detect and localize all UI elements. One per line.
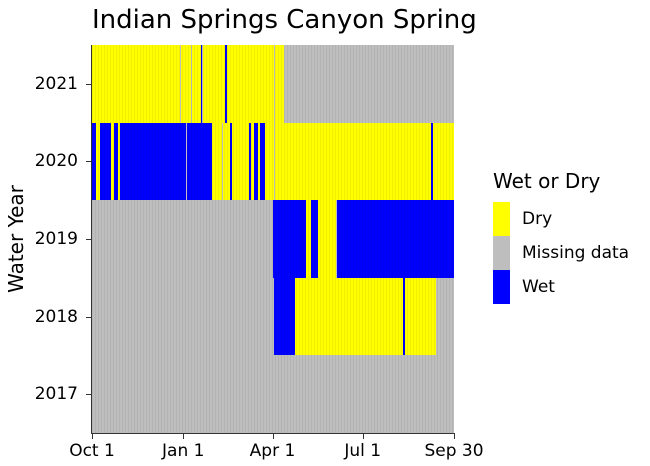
segment-dry	[212, 122, 222, 201]
row-2020	[92, 122, 454, 201]
legend-label-missing: Missing data	[522, 243, 630, 263]
segment-wet	[431, 122, 434, 201]
segment-dry	[231, 122, 249, 201]
plot-area	[92, 45, 454, 433]
segment-dry	[181, 45, 192, 123]
segment-missing-data	[202, 45, 204, 123]
row-2021	[92, 45, 454, 123]
legend-swatch-missing	[493, 236, 510, 270]
x-tick-mark	[92, 434, 93, 439]
segment-missing-data	[284, 45, 454, 123]
segment-dry	[92, 45, 181, 123]
segment-wet	[119, 122, 187, 201]
segment-wet	[273, 200, 307, 278]
segment-dry	[275, 122, 432, 201]
segment-missing-data	[274, 122, 276, 201]
segment-dry	[318, 200, 336, 278]
y-tick-mark	[86, 239, 91, 240]
segment-wet	[259, 122, 265, 201]
segment-wet	[99, 122, 111, 201]
segment-missing-data	[92, 277, 275, 356]
segment-wet	[248, 122, 251, 201]
x-tick-mark	[454, 434, 455, 439]
x-tick-label: Oct 1	[69, 441, 115, 461]
legend-swatch-dry	[493, 202, 510, 236]
x-tick-label: Apr 1	[249, 441, 296, 461]
segment-missing-data	[180, 45, 182, 123]
x-tick-label: Jul 1	[344, 441, 382, 461]
legend-item-missing: Missing data	[493, 236, 629, 270]
y-tick-label: 2017	[34, 384, 78, 405]
segment-missing-data	[92, 355, 454, 433]
segment-wet	[187, 122, 212, 201]
segment-missing-data	[191, 45, 193, 123]
row-2017	[92, 355, 454, 433]
segment-missing-data	[221, 122, 223, 201]
legend-label-dry: Dry	[522, 209, 553, 229]
x-tick-label: Jan 1	[162, 441, 205, 461]
segment-dry	[405, 277, 437, 356]
y-tick-label: 2020	[34, 151, 78, 172]
x-tick-mark	[363, 434, 364, 439]
segment-wet	[253, 122, 258, 201]
legend-item-dry: Dry	[493, 202, 629, 236]
y-tick-mark	[86, 161, 91, 162]
segment-wet	[201, 45, 203, 123]
y-tick-mark	[86, 317, 91, 318]
segment-wet	[311, 200, 319, 278]
segment-missing-data	[92, 200, 274, 278]
y-tick-label: 2021	[34, 73, 78, 94]
segment-wet	[274, 277, 296, 356]
legend-title: Wet or Dry	[493, 169, 601, 193]
segment-dry	[275, 45, 285, 123]
segment-missing-data	[335, 200, 337, 278]
segment-dry	[306, 200, 312, 278]
y-axis-title: Water Year	[4, 185, 28, 293]
y-tick-mark	[86, 394, 91, 395]
chart-title: Indian Springs Canyon Spring	[92, 5, 477, 35]
segment-dry	[192, 45, 202, 123]
x-tick-label: Sep 30	[424, 441, 484, 461]
row-2019	[92, 200, 454, 278]
segment-wet	[336, 200, 454, 278]
segment-dry	[95, 122, 100, 201]
x-tick-mark	[183, 434, 184, 439]
segment-dry	[250, 122, 254, 201]
segment-missing-data	[186, 122, 188, 201]
segment-wet	[403, 277, 406, 356]
y-tick-mark	[86, 84, 91, 85]
y-axis-line	[91, 45, 92, 434]
segment-dry	[110, 122, 114, 201]
segment-dry	[433, 122, 454, 201]
segment-dry	[117, 122, 120, 201]
row-2018	[92, 277, 454, 356]
segment-wet	[229, 122, 232, 201]
segment-dry	[226, 45, 275, 123]
y-tick-label: 2018	[34, 306, 78, 327]
legend-swatch-wet	[493, 270, 510, 304]
segment-wet	[92, 122, 96, 201]
legend: Wet or Dry Dry Missing data Wet	[493, 168, 629, 304]
segment-dry	[264, 122, 275, 201]
segment-dry	[222, 122, 230, 201]
segment-missing-data	[436, 277, 454, 356]
segment-dry	[295, 277, 404, 356]
x-tick-mark	[273, 434, 274, 439]
segment-dry	[203, 45, 225, 123]
legend-item-wet: Wet	[493, 270, 629, 304]
segment-wet	[113, 122, 118, 201]
segment-dry	[257, 122, 260, 201]
segment-wet	[224, 45, 227, 123]
segment-missing-data	[274, 45, 276, 123]
y-tick-label: 2019	[34, 229, 78, 249]
legend-label-wet: Wet	[522, 277, 555, 297]
x-axis-line	[91, 433, 455, 434]
